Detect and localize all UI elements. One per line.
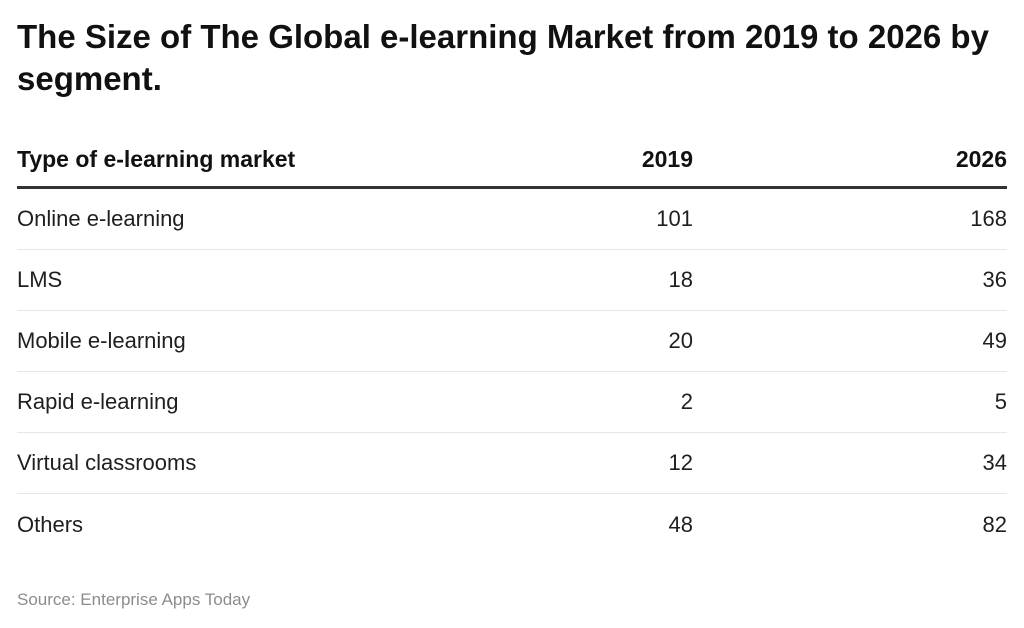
value-2019: 20 [668, 328, 693, 353]
value-2019: 18 [668, 267, 693, 292]
table-row: Rapid e-learning 2 5 [17, 372, 1007, 433]
value-2026: 34 [982, 450, 1007, 475]
row-label: Rapid e-learning [17, 389, 179, 414]
chart-title: The Size of The Global e-learning Market… [17, 18, 989, 97]
table-row: Virtual classrooms 12 34 [17, 433, 1007, 494]
header-2026: 2026 [955, 145, 1007, 172]
value-2026: 36 [982, 267, 1007, 292]
value-2019: 101 [656, 206, 693, 231]
value-2019: 48 [668, 511, 693, 537]
value-2019: 2 [680, 389, 693, 414]
row-label: Others [17, 511, 84, 537]
table-row: Mobile e-learning 20 49 [17, 311, 1007, 372]
value-2026: 5 [994, 389, 1007, 414]
row-label: LMS [17, 267, 63, 292]
source-note: Source: Enterprise Apps Today [17, 590, 251, 609]
value-2026: 82 [982, 511, 1007, 537]
data-table: Type of e-learning market 2019 2026 Onli… [17, 132, 1007, 555]
header-type: Type of e-learning market [17, 145, 296, 172]
table-row: Others 48 82 [17, 494, 1007, 555]
table-row: LMS 18 36 [17, 250, 1007, 311]
row-label: Virtual classrooms [17, 450, 197, 475]
value-2026: 49 [982, 328, 1007, 353]
value-2019: 12 [668, 450, 693, 475]
table-header-row: Type of e-learning market 2019 2026 [17, 132, 1007, 189]
value-2026: 168 [970, 206, 1007, 231]
header-2019: 2019 [641, 145, 693, 172]
table-row: Online e-learning 101 168 [17, 189, 1007, 250]
row-label: Mobile e-learning [17, 328, 186, 353]
row-label: Online e-learning [17, 206, 185, 231]
